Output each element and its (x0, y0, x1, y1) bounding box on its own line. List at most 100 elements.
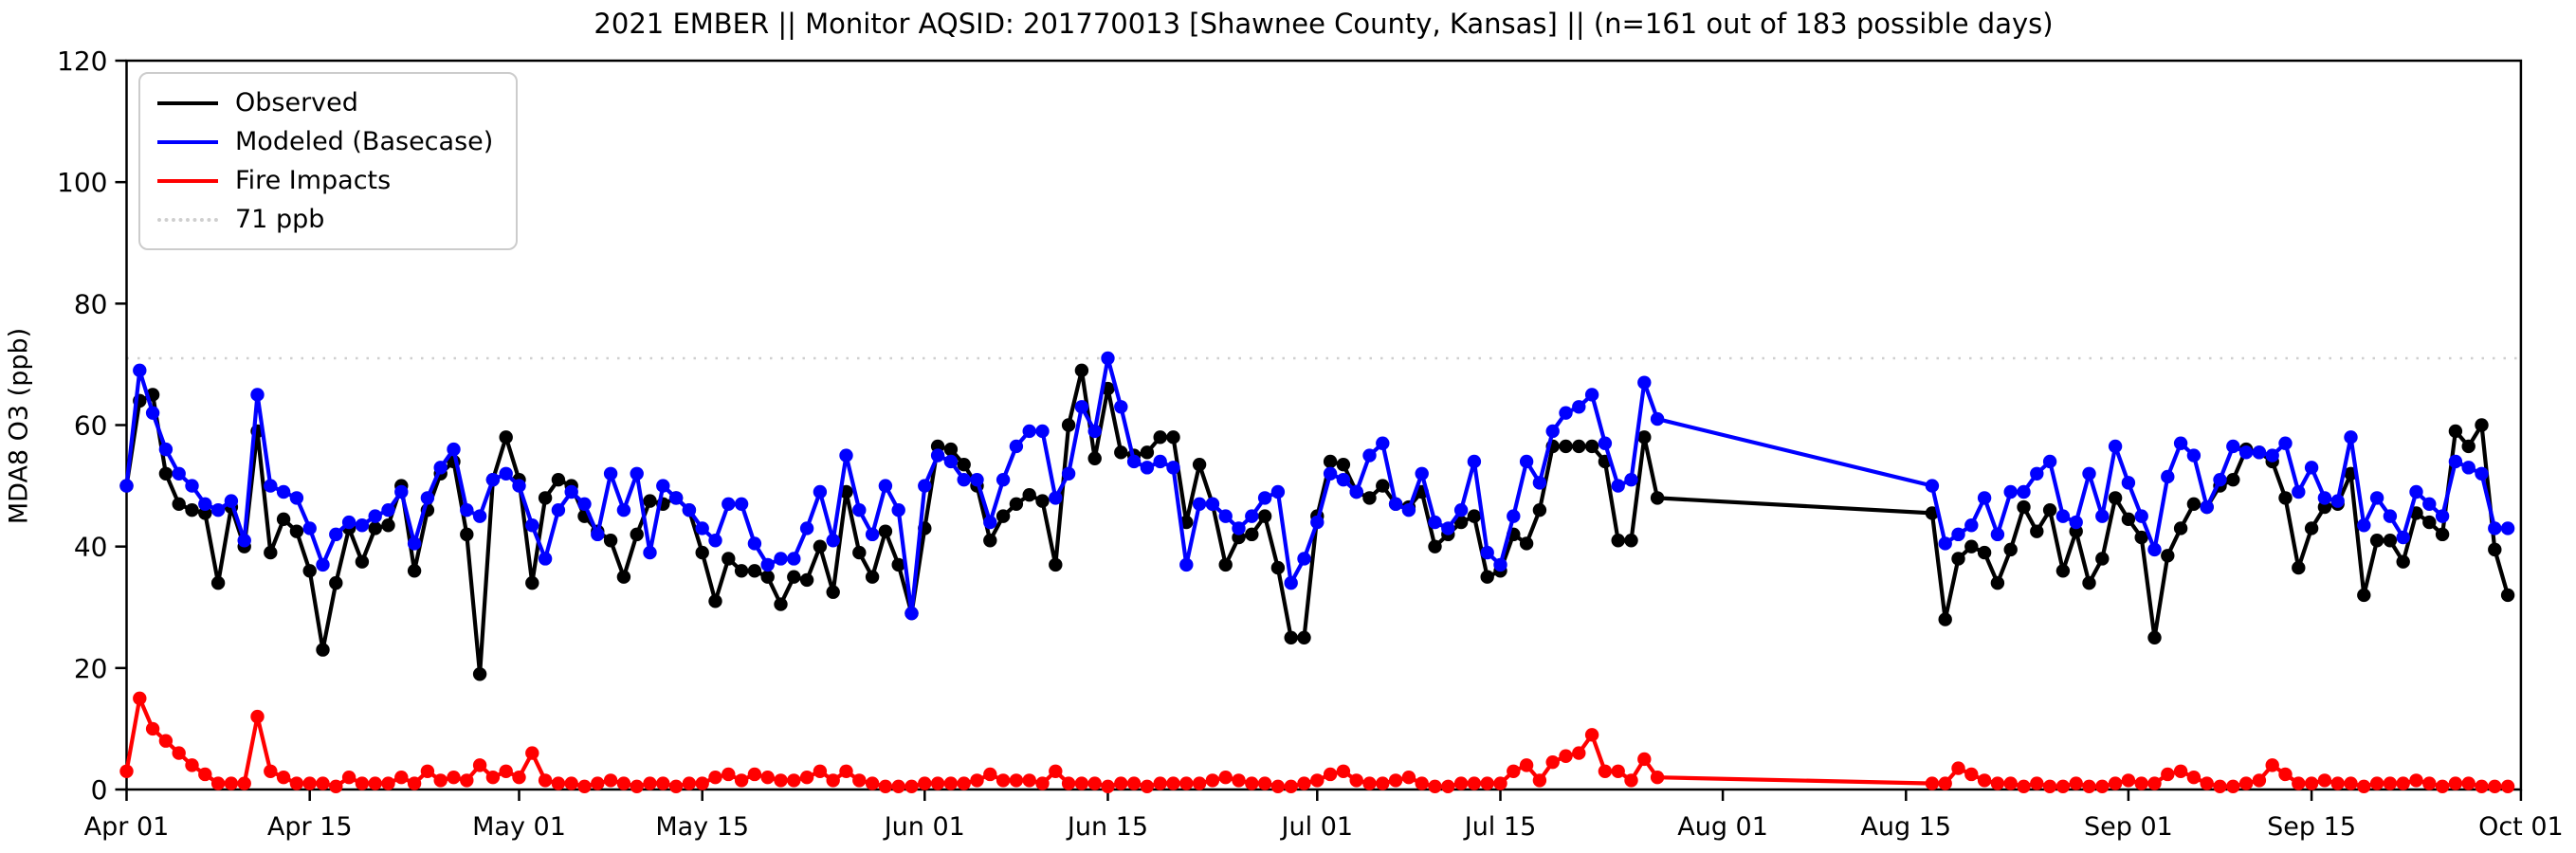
series-marker-observed (1453, 515, 1469, 530)
series-marker-modeled-basecase (355, 518, 370, 533)
series-marker-fire-impacts (2422, 776, 2437, 790)
series-marker-modeled-basecase (2500, 521, 2515, 535)
series-marker-modeled-basecase (2488, 521, 2502, 535)
series-marker-fire-impacts (2173, 764, 2188, 778)
series-marker-modeled-basecase (891, 503, 905, 517)
series-marker-observed (2003, 542, 2018, 557)
x-tick-label: Apr 15 (267, 812, 353, 842)
series-marker-modeled-basecase (551, 503, 566, 517)
series-marker-fire-impacts (2475, 779, 2489, 793)
series-marker-modeled-basecase (1559, 406, 1573, 420)
series-marker-fire-impacts (695, 776, 709, 790)
legend-label: Observed (235, 88, 358, 118)
series-marker-fire-impacts (2448, 776, 2463, 790)
x-tick-label: Sep 15 (2267, 812, 2356, 842)
series-marker-observed (826, 585, 840, 599)
series-marker-modeled-basecase (302, 521, 317, 535)
series-marker-modeled-basecase (2461, 461, 2476, 475)
series-marker-fire-impacts (2330, 776, 2345, 790)
series-marker-observed (1990, 575, 2005, 590)
series-marker-modeled-basecase (1519, 454, 1534, 469)
series-marker-modeled-basecase (1572, 400, 1586, 414)
x-tick-label: Jun 15 (1066, 812, 1148, 842)
series-marker-fire-impacts (2461, 776, 2476, 790)
series-marker-modeled-basecase (943, 454, 959, 469)
series-marker-fire-impacts (1925, 776, 1940, 790)
series-marker-observed (2055, 564, 2071, 578)
series-marker-modeled-basecase (2409, 484, 2423, 499)
series-marker-fire-impacts (787, 773, 801, 788)
series-marker-fire-impacts (2409, 773, 2423, 788)
series-marker-observed (2304, 521, 2319, 535)
series-marker-fire-impacts (1453, 776, 1469, 790)
series-marker-observed (787, 570, 801, 584)
series-marker-fire-impacts (1572, 746, 1586, 760)
series-marker-observed (1009, 497, 1024, 512)
series-marker-observed (616, 570, 631, 584)
series-marker-modeled-basecase (747, 536, 762, 551)
series-marker-modeled-basecase (2161, 469, 2175, 484)
series-marker-modeled-basecase (1232, 521, 1246, 535)
series-marker-modeled-basecase (2095, 509, 2110, 523)
series-marker-modeled-basecase (603, 466, 618, 481)
series-marker-modeled-basecase (485, 472, 501, 487)
series-marker-observed (1938, 612, 1952, 626)
series-marker-observed (760, 570, 775, 584)
series-marker-modeled-basecase (119, 479, 134, 493)
series-marker-observed (2147, 630, 2162, 644)
series-marker-fire-impacts (158, 734, 174, 748)
series-marker-modeled-basecase (1493, 557, 1507, 572)
series-marker-modeled-basecase (918, 479, 932, 493)
series-marker-fire-impacts (1140, 779, 1155, 793)
x-tick-label: May 15 (655, 812, 749, 842)
series-marker-modeled-basecase (145, 406, 160, 420)
series-marker-observed (460, 527, 474, 542)
series-marker-fire-impacts (813, 764, 828, 778)
series-marker-fire-impacts (460, 773, 474, 788)
series-marker-fire-impacts (2069, 776, 2083, 790)
series-marker-modeled-basecase (1598, 436, 1613, 450)
series-marker-modeled-basecase (1336, 472, 1351, 487)
series-marker-observed (695, 545, 709, 560)
series-marker-modeled-basecase (1362, 448, 1377, 463)
series-marker-fire-impacts (2030, 776, 2044, 790)
series-marker-observed (2461, 439, 2476, 454)
series-marker-modeled-basecase (2344, 430, 2358, 445)
series-marker-fire-impacts (865, 776, 880, 790)
series-marker-modeled-basecase (316, 557, 330, 572)
series-marker-modeled-basecase (643, 545, 657, 560)
series-marker-fire-impacts (1349, 773, 1363, 788)
series-marker-modeled-basecase (2134, 509, 2148, 523)
series-marker-observed (1519, 536, 1534, 551)
series-marker-fire-impacts (1559, 749, 1573, 763)
legend-label: 71 ppb (235, 205, 325, 234)
legend-line-sample-observed (157, 100, 218, 105)
series-marker-fire-impacts (2278, 767, 2293, 782)
series-marker-modeled-basecase (930, 448, 945, 463)
legend: Observed Modeled (Basecase) Fire Impacts 71… (138, 72, 519, 250)
series-marker-fire-impacts (734, 773, 749, 788)
series-marker-modeled-basecase (1532, 476, 1547, 490)
series-marker-fire-impacts (1022, 773, 1036, 788)
y-tick-label: 40 (74, 532, 108, 563)
y-tick-label: 0 (91, 774, 108, 806)
series-marker-fire-impacts (2488, 779, 2502, 793)
series-marker-fire-impacts (1323, 767, 1338, 782)
series-marker-observed (2134, 530, 2148, 545)
series-marker-fire-impacts (1297, 776, 1311, 790)
series-marker-fire-impacts (1049, 764, 1063, 778)
series-marker-modeled-basecase (499, 466, 513, 481)
series-marker-fire-impacts (2003, 776, 2018, 790)
series-marker-fire-impacts (1650, 770, 1665, 785)
series-marker-fire-impacts (394, 770, 409, 785)
series-marker-fire-impacts (1257, 776, 1272, 790)
series-marker-observed (2226, 472, 2240, 487)
series-marker-modeled-basecase (460, 503, 474, 517)
series-marker-observed (185, 503, 199, 517)
series-marker-observed (1022, 487, 1036, 502)
series-marker-observed (2095, 552, 2110, 566)
series-marker-fire-impacts (826, 773, 840, 788)
series-marker-observed (1336, 457, 1351, 472)
series-marker-fire-impacts (1990, 776, 2005, 790)
series-marker-modeled-basecase (2121, 476, 2136, 490)
